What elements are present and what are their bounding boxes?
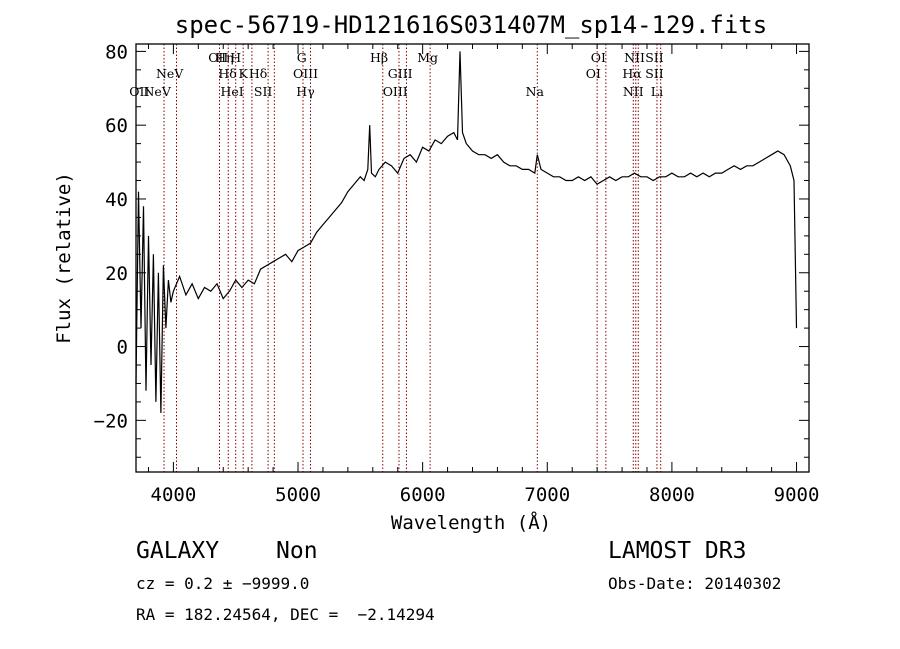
line-label: Hγ bbox=[296, 84, 314, 99]
y-tick-label: −20 bbox=[94, 410, 128, 432]
line-label: HeI bbox=[220, 84, 243, 99]
coordinates-readout: RA = 182.24564, DEC = −2.14294 bbox=[136, 605, 435, 624]
line-label: SII bbox=[645, 50, 664, 65]
redshift-readout: cz = 0.2 ± −9999.0 bbox=[136, 574, 310, 593]
line-label: Hδ bbox=[249, 66, 267, 81]
line-label: Hα bbox=[622, 66, 642, 81]
x-tick-label: 7000 bbox=[524, 484, 570, 506]
x-tick-label: 4000 bbox=[151, 484, 197, 506]
object-class: GALAXY bbox=[136, 538, 220, 564]
line-label: GIII bbox=[388, 66, 413, 81]
line-label: OI bbox=[586, 66, 601, 81]
x-tick-label: 8000 bbox=[649, 484, 695, 506]
line-label: OI bbox=[591, 50, 606, 65]
y-tick-label: 80 bbox=[105, 41, 128, 63]
line-label: NII bbox=[624, 50, 645, 65]
line-label: Na bbox=[526, 84, 545, 99]
y-axis-ticks: −20 0 20 40 60 80 bbox=[94, 41, 809, 458]
y-tick-label: 20 bbox=[105, 263, 128, 285]
line-label: Hβ bbox=[370, 50, 388, 65]
x-tick-label: 5000 bbox=[275, 484, 321, 506]
y-tick-label: 40 bbox=[105, 189, 128, 211]
line-label: OIII bbox=[383, 84, 408, 99]
line-label: SII bbox=[254, 84, 273, 99]
y-tick-label: 0 bbox=[117, 337, 128, 359]
line-label: NII bbox=[623, 84, 644, 99]
x-axis-label: Wavelength (Å) bbox=[391, 511, 551, 534]
line-label: H bbox=[230, 50, 241, 65]
observation-date: Obs-Date: 20140302 bbox=[608, 574, 782, 593]
y-tick-label: 60 bbox=[105, 115, 128, 137]
emission-line-markers bbox=[163, 44, 662, 472]
line-label: G bbox=[297, 50, 307, 65]
line-label: OII bbox=[208, 50, 228, 65]
spectrum-line bbox=[135, 51, 798, 414]
plot-frame bbox=[135, 43, 810, 473]
line-label: OII bbox=[129, 84, 149, 99]
line-label: Hη bbox=[215, 50, 233, 65]
x-tick-label: 9000 bbox=[774, 484, 820, 506]
line-label: NeV bbox=[143, 84, 171, 99]
chart-title: spec-56719-HD121616S031407M_sp14-129.fit… bbox=[175, 11, 767, 39]
y-axis-label: Flux (relative) bbox=[53, 172, 75, 344]
line-label: Li bbox=[651, 84, 663, 99]
line-label: NeV bbox=[156, 66, 184, 81]
line-label: Mg bbox=[417, 50, 438, 65]
object-subclass: Non bbox=[276, 538, 318, 564]
line-label: K bbox=[239, 66, 249, 81]
line-label: SII bbox=[645, 66, 664, 81]
line-label: OIII bbox=[293, 66, 318, 81]
line-label: Hδ bbox=[218, 66, 236, 81]
survey-name: LAMOST DR3 bbox=[608, 538, 747, 564]
x-tick-label: 6000 bbox=[400, 484, 446, 506]
x-axis-ticks: 4000 5000 6000 7000 8000 9000 bbox=[147, 44, 820, 506]
